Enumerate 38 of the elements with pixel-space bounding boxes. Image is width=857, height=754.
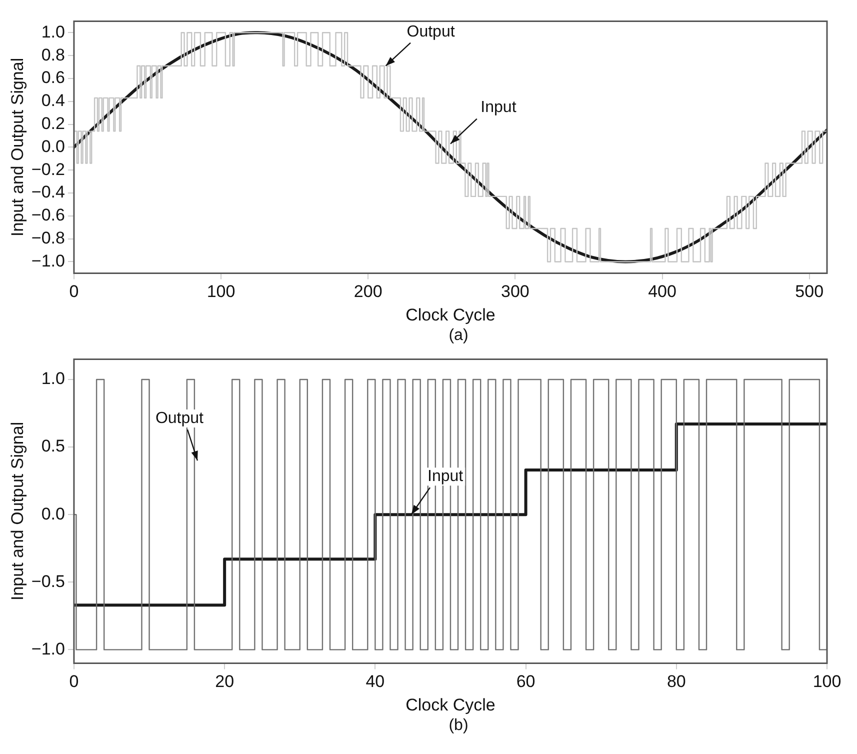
x-tick-label: 300 bbox=[501, 282, 530, 302]
y-tick-label: 0.4 bbox=[41, 91, 65, 110]
x-tick-label: 80 bbox=[666, 672, 686, 692]
text: (a) bbox=[448, 326, 470, 346]
x-tick-label: 60 bbox=[516, 672, 536, 692]
x-tick-label: 0 bbox=[69, 672, 79, 692]
x-tick-label: 200 bbox=[354, 282, 382, 302]
y-tick-label: −1.0 bbox=[31, 639, 65, 658]
y-tick-label: 1.0 bbox=[41, 369, 65, 388]
y-tick-label: 0.8 bbox=[41, 45, 65, 64]
x-tick-label: 20 bbox=[215, 672, 234, 692]
y-tick-label: 0.0 bbox=[41, 136, 65, 156]
y-tick-label: −0.2 bbox=[31, 160, 65, 179]
annotation: Output bbox=[155, 410, 204, 427]
text: (b) bbox=[448, 716, 470, 736]
y-tick-label: 0.2 bbox=[41, 114, 65, 133]
y-tick-label: −0.6 bbox=[31, 206, 65, 225]
y-tick-label: −0.4 bbox=[31, 182, 65, 202]
x-tick-label: 100 bbox=[206, 282, 236, 302]
annotation: Output bbox=[406, 23, 456, 40]
y-axis-title: Input and Output Signal bbox=[8, 58, 27, 237]
y-axis-title: Input and Output Signal bbox=[8, 422, 27, 601]
y-tick-label: 0.0 bbox=[41, 504, 65, 524]
x-axis-title: Clock Cycle bbox=[406, 695, 496, 714]
y-tick-label: 0.6 bbox=[41, 68, 65, 88]
y-tick-label: −0.8 bbox=[31, 228, 65, 248]
x-tick-label: 100 bbox=[812, 672, 842, 692]
x-tick-label: 0 bbox=[69, 282, 79, 302]
x-axis-title: Clock Cycle bbox=[406, 305, 496, 324]
x-tick-label: 40 bbox=[366, 672, 385, 692]
annotation: Input bbox=[428, 468, 464, 485]
y-tick-label: 0.5 bbox=[41, 436, 65, 456]
y-tick-label: −0.5 bbox=[31, 572, 65, 591]
y-tick-label: 1.0 bbox=[41, 22, 65, 42]
x-tick-label: 400 bbox=[648, 282, 676, 302]
x-tick-label: 500 bbox=[795, 282, 824, 302]
annotation: Input bbox=[480, 99, 517, 116]
y-tick-label: −1.0 bbox=[31, 251, 65, 270]
